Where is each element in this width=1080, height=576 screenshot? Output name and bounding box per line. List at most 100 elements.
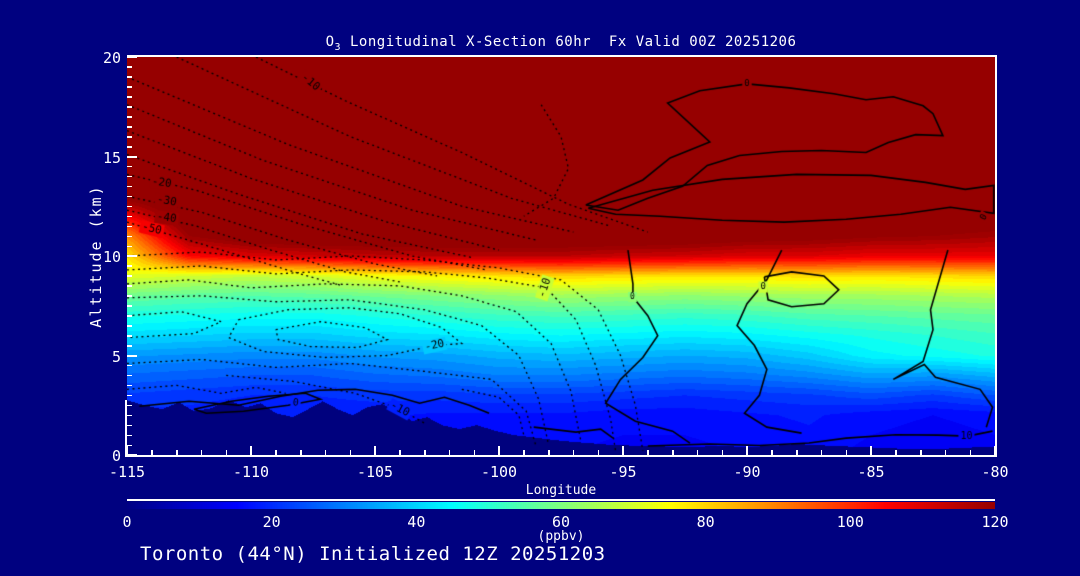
axis-tick xyxy=(127,285,132,287)
axis-tick xyxy=(127,96,132,98)
axis-tick xyxy=(127,424,132,427)
axis-tick xyxy=(127,364,132,367)
title-text: Longitudinal X-Section 60hr Fx Valid 00Z… xyxy=(341,34,797,50)
axis-tick xyxy=(424,450,426,455)
axis-tick xyxy=(994,446,995,455)
axis-tick xyxy=(870,446,872,455)
x-tick-label: -90 xyxy=(733,463,761,481)
colorbar-tick-label: 40 xyxy=(407,513,426,531)
axis-tick xyxy=(127,235,132,238)
axis-tick xyxy=(127,57,137,58)
title-species-subscript: 3 xyxy=(334,41,342,53)
axis-tick xyxy=(127,446,128,455)
chart-title: O3 Longitudinal X-Section 60hr Fx Valid … xyxy=(107,34,1015,53)
axis-tick xyxy=(127,374,132,377)
axis-tick xyxy=(845,450,848,455)
x-tick-label: -100 xyxy=(480,463,518,481)
y-tick-label: 5 xyxy=(111,347,121,366)
axis-tick xyxy=(127,404,132,407)
y-tick-label: 15 xyxy=(102,148,121,167)
axis-tick xyxy=(127,205,132,208)
axis-tick xyxy=(672,450,674,455)
axis-tick xyxy=(548,450,550,455)
axis-tick xyxy=(127,354,137,357)
axis-tick xyxy=(796,450,798,455)
colorbar-tick-label: 20 xyxy=(262,513,281,531)
axis-tick xyxy=(250,446,252,455)
axis-tick xyxy=(127,444,132,447)
axis-tick xyxy=(349,450,352,455)
axis-tick xyxy=(696,450,699,455)
axis-tick xyxy=(127,255,137,257)
axis-tick xyxy=(127,155,137,158)
axis-tick xyxy=(647,450,649,455)
axis-tick xyxy=(127,434,132,437)
colorbar-unit-label: (ppbv) xyxy=(537,529,585,544)
axis-tick xyxy=(721,450,724,455)
axis-tick xyxy=(275,450,277,455)
title-species: O xyxy=(325,34,335,50)
colorbar-tick-label: 120 xyxy=(981,513,1009,531)
colorbar-tick-label: 0 xyxy=(122,513,132,531)
axis-tick xyxy=(127,245,132,248)
axis-tick xyxy=(127,215,132,218)
footer-run-info: Toronto (44°N) Initialized 12Z 20251203 xyxy=(140,543,606,565)
axis-tick xyxy=(127,106,132,108)
axis-tick xyxy=(127,195,132,198)
y-tick-label: 20 xyxy=(102,49,121,67)
axis-tick xyxy=(176,450,178,455)
y-axis-line-segment xyxy=(125,400,127,457)
axis-tick xyxy=(127,66,132,68)
y-tick-label: 10 xyxy=(102,248,121,266)
axis-tick xyxy=(127,165,132,168)
x-axis-label: Longitude xyxy=(525,483,597,498)
contour-field-canvas xyxy=(127,57,995,455)
axis-tick xyxy=(127,76,132,78)
axis-tick xyxy=(746,446,748,455)
colorbar xyxy=(127,502,995,509)
axis-tick xyxy=(127,345,132,347)
axis-tick xyxy=(820,450,823,455)
axis-tick xyxy=(399,450,401,455)
axis-tick xyxy=(572,450,575,455)
colorbar-tick-label: 80 xyxy=(696,513,715,531)
axis-tick xyxy=(151,450,153,455)
axis-tick xyxy=(498,446,500,455)
axis-tick xyxy=(127,275,132,277)
axis-tick xyxy=(944,450,947,455)
axis-tick xyxy=(127,136,132,138)
axis-tick xyxy=(127,394,132,397)
colorbar-tick-label: 60 xyxy=(551,513,571,531)
colorbar-tick-label: 100 xyxy=(836,513,864,531)
axis-tick xyxy=(920,450,922,455)
x-tick-label: -105 xyxy=(356,463,394,481)
axis-tick xyxy=(127,325,132,327)
axis-tick xyxy=(200,450,203,455)
axis-tick xyxy=(622,446,624,455)
axis-tick xyxy=(127,126,132,128)
axis-tick xyxy=(225,450,228,455)
axis-tick xyxy=(895,450,897,455)
y-tick-label: 0 xyxy=(111,447,121,465)
axis-tick xyxy=(597,450,600,455)
axis-tick xyxy=(127,146,132,148)
axis-tick xyxy=(324,450,327,455)
plot-area xyxy=(127,55,997,457)
colorbar-top-line xyxy=(127,499,995,501)
axis-tick xyxy=(127,175,132,178)
axis-tick xyxy=(127,185,132,188)
axis-tick xyxy=(127,414,132,417)
x-tick-label: -110 xyxy=(232,463,270,481)
axis-tick xyxy=(969,450,972,455)
axis-tick xyxy=(300,450,302,455)
axis-tick xyxy=(127,265,132,267)
x-tick-label: -95 xyxy=(609,463,637,481)
x-tick-label: -80 xyxy=(981,463,1009,481)
axis-tick xyxy=(448,450,451,455)
axis-tick xyxy=(374,446,376,455)
x-tick-label: -115 xyxy=(108,463,146,481)
axis-tick xyxy=(127,305,132,307)
axis-tick xyxy=(127,384,132,387)
axis-tick xyxy=(127,454,137,455)
